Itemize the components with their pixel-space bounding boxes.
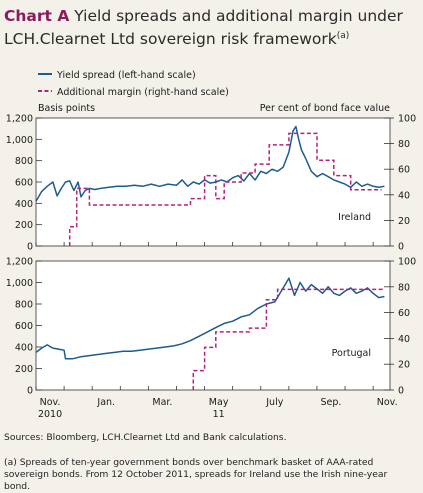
series-margin-ireland: [68, 132, 382, 246]
title-line-1: Yield spreads and additional margin unde…: [74, 7, 403, 25]
left-tick-label: 1,200: [6, 114, 33, 125]
right-tick-label: 20: [398, 360, 410, 371]
left-tick-label: 1,000: [6, 135, 33, 146]
left-tick-label: 0: [27, 386, 33, 397]
title-footnote-marker: (a): [336, 31, 350, 41]
left-tick-label: 0: [27, 242, 33, 253]
left-tick-label: 400: [15, 199, 33, 210]
right-axis-label: Per cent of bond face value: [260, 103, 390, 114]
left-tick-label: 600: [15, 321, 33, 332]
x-tick-label: May: [209, 397, 229, 408]
right-tick-label: 80: [398, 139, 410, 150]
right-tick-label: 100: [398, 257, 416, 268]
title-line-2: LCH.Clearnet Ltd sovereign risk framewor…: [4, 30, 337, 49]
legend-margin-label: Additional margin (right-hand scale): [57, 87, 229, 98]
chart-label: Chart A: [4, 7, 70, 25]
right-tick-label: 60: [398, 165, 410, 176]
left-tick-label: 200: [15, 364, 33, 375]
right-tick-label: 100: [398, 114, 416, 125]
footnote: (a) Spreads of ten-year government bonds…: [4, 457, 388, 492]
right-tick-label: 80: [398, 282, 410, 293]
right-tick-label: 40: [398, 190, 410, 201]
series-spread-ireland: [35, 125, 385, 202]
panel-portugal-label: Portugal: [332, 348, 371, 359]
right-tick-label: 40: [398, 334, 410, 345]
right-tick-label: 60: [398, 308, 410, 319]
series-spread-portugal: [35, 277, 385, 360]
left-tick-label: 400: [15, 343, 33, 354]
x-tick-label: Mar.: [152, 397, 172, 408]
left-tick-label: 1,200: [6, 257, 33, 268]
left-tick-label: 600: [15, 178, 33, 189]
x-tick-label: Nov.: [377, 397, 398, 408]
x-tick-label: Sep.: [321, 397, 342, 408]
left-tick-label: 1,000: [6, 278, 33, 289]
legend-spread-label: Yield spread (left-hand scale): [56, 70, 196, 81]
x-tick-label: Jan.: [96, 397, 115, 408]
x-tick-label: Nov.: [40, 397, 61, 408]
panel-portugal-frame: [35, 260, 391, 391]
chart-title: Chart A Yield spreads and additional mar…: [4, 6, 420, 49]
x-tick-year-label: 11: [213, 409, 225, 420]
left-tick-label: 200: [15, 220, 33, 231]
x-tick-year-label: 2010: [38, 409, 62, 420]
left-tick-label: 800: [15, 156, 33, 167]
sources-note: Sources: Bloomberg, LCH.Clearnet Ltd and…: [4, 432, 287, 443]
left-tick-label: 800: [15, 300, 33, 311]
panel-ireland-label: Ireland: [338, 212, 371, 223]
right-tick-label: 0: [398, 386, 404, 397]
left-axis-label: Basis points: [38, 103, 95, 114]
chart: Yield spread (left-hand scale) Additiona…: [6, 70, 416, 420]
x-tick-label: July: [265, 397, 283, 408]
right-tick-label: 0: [398, 242, 404, 253]
series-margin-portugal: [192, 288, 385, 390]
right-tick-label: 20: [398, 216, 410, 227]
